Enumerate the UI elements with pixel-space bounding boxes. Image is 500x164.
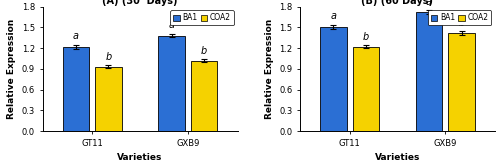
Text: a: a: [330, 11, 336, 21]
Legend: BA1, COA2: BA1, COA2: [170, 10, 234, 25]
Text: a: a: [426, 0, 432, 7]
Bar: [416, 12, 442, 131]
Title: (B) (60 Days): (B) (60 Days): [362, 0, 434, 6]
Text: b: b: [106, 52, 112, 62]
Text: a: a: [168, 20, 174, 31]
Legend: BA1, COA2: BA1, COA2: [428, 10, 491, 25]
Bar: [95, 67, 122, 131]
Bar: [352, 47, 380, 131]
Text: a: a: [73, 31, 79, 41]
Text: b: b: [458, 18, 464, 28]
Bar: [62, 47, 90, 131]
Bar: [158, 36, 185, 131]
X-axis label: Varieties: Varieties: [375, 153, 420, 162]
Y-axis label: Relative Expression: Relative Expression: [264, 19, 274, 119]
Y-axis label: Relative Expression: Relative Expression: [7, 19, 16, 119]
Bar: [448, 33, 475, 131]
Text: b: b: [363, 31, 369, 41]
X-axis label: Varieties: Varieties: [118, 153, 162, 162]
Text: b: b: [201, 46, 207, 56]
Bar: [320, 27, 347, 131]
Bar: [190, 61, 218, 131]
Title: (A) (30  Days): (A) (30 Days): [102, 0, 178, 6]
